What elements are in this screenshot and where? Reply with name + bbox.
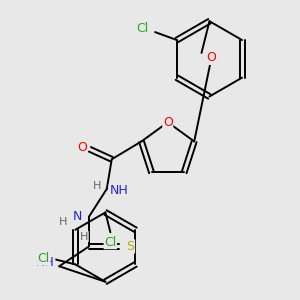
Text: H: H bbox=[80, 232, 88, 242]
Text: O: O bbox=[163, 116, 173, 129]
Text: Cl: Cl bbox=[38, 252, 50, 265]
Text: Cl: Cl bbox=[104, 236, 116, 249]
Text: Cl: Cl bbox=[136, 22, 148, 34]
Text: O: O bbox=[206, 51, 216, 64]
Text: O: O bbox=[77, 141, 87, 154]
Text: S: S bbox=[127, 240, 135, 253]
Text: N: N bbox=[72, 210, 82, 223]
Text: NH: NH bbox=[36, 256, 55, 269]
Text: H: H bbox=[93, 181, 101, 191]
Text: NH: NH bbox=[109, 184, 128, 197]
Text: H: H bbox=[59, 217, 68, 227]
